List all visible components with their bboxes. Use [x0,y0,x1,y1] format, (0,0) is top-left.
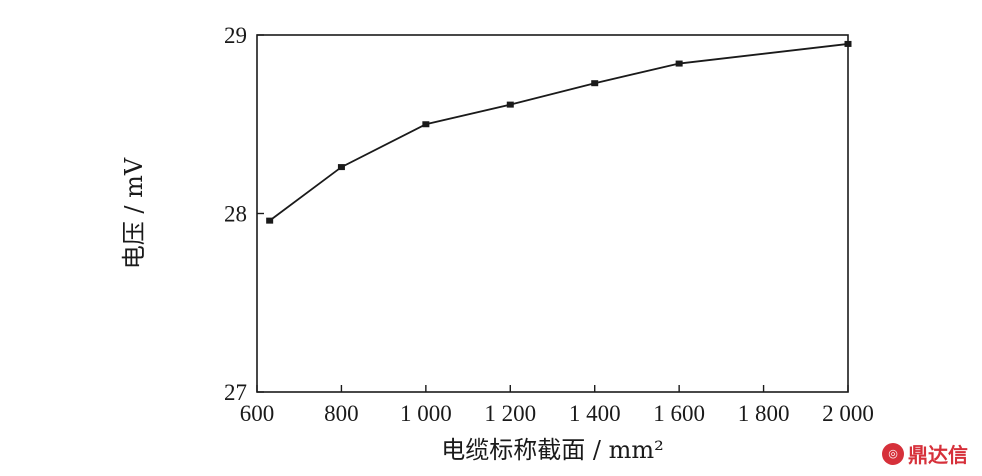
data-point [422,121,430,128]
plot-frame [256,34,849,393]
y-axis: 27 28 29 [224,23,264,405]
x-tick-label: 1 200 [484,401,536,426]
x-tick-label: 1 400 [569,401,621,426]
x-tick-label: 1 800 [738,401,790,426]
y-tick-label: 28 [224,202,247,227]
x-axis: 600 800 1 000 1 200 1 400 1 600 1 800 2 000 [240,385,874,426]
data-point [675,60,683,67]
series-line [269,43,849,222]
data-point [844,40,852,47]
y-axis-title: 电压 / mV [120,157,148,269]
y-tick-label: 29 [224,23,247,48]
x-tick-label: 1 600 [653,401,705,426]
data-point [591,80,599,87]
data-point [506,101,514,108]
data-point [337,164,345,171]
watermark-text: 鼎达信 [908,443,968,467]
x-axis-title: 电缆标称截面 / mm² [441,436,663,464]
x-tick-label: 1 000 [400,401,452,426]
x-tick-label: 800 [324,401,359,426]
y-tick-label: 27 [224,380,247,405]
dxd-logo-icon: ◎ [882,442,904,465]
data-point [266,217,274,224]
x-tick-label: 600 [240,401,275,426]
watermark: ◎ 鼎达信 [882,439,968,468]
x-tick-label: 2 000 [822,401,874,426]
data-series [266,40,852,224]
